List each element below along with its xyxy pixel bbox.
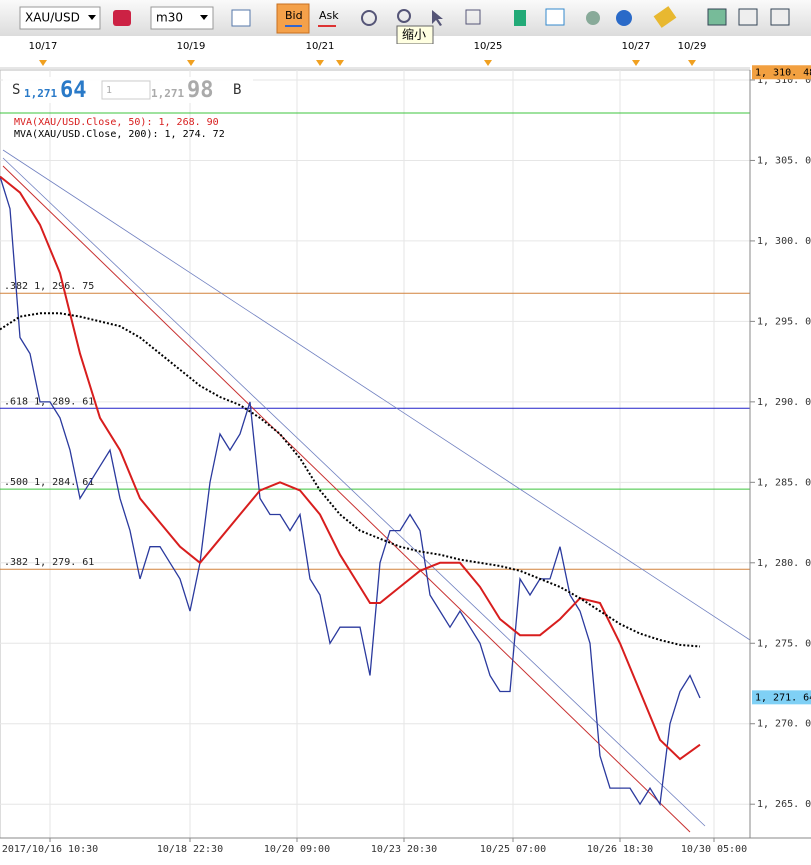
icon[interactable] [514, 10, 526, 26]
price-box-label: 1, 271. 64 [755, 692, 811, 703]
date-marker [336, 60, 344, 66]
grid [0, 70, 750, 838]
sell-price-big[interactable]: 64 [60, 78, 87, 103]
dropdown-arrow [200, 15, 208, 20]
x-tick-label: 10/20 09:00 [264, 844, 330, 855]
legend-entry: MVA(XAU/USD.Close, 50): 1, 268. 90 [14, 117, 219, 128]
toolbar: XAU/USD m30 Bid Ask 缩小 [0, 0, 811, 45]
symbol: XAU/USD [25, 11, 80, 25]
buy-price-big[interactable]: 98 [187, 78, 214, 103]
icon[interactable] [113, 10, 131, 26]
x-tick-label: 10/23 20:30 [371, 844, 437, 855]
date-marker [316, 60, 324, 66]
date-marker [187, 60, 195, 66]
date-marker [688, 60, 696, 66]
icon[interactable] [738, 8, 758, 26]
x-tick-label: 10/30 05:00 [681, 844, 747, 855]
icon[interactable] [432, 10, 443, 26]
icon[interactable] [465, 9, 481, 25]
sell-price: 1,271 [24, 87, 57, 100]
icon[interactable] [231, 9, 251, 27]
date-strip [0, 44, 750, 68]
timeframe: m30 [156, 11, 183, 25]
y-tick-label: 1, 275. 00 [757, 638, 811, 649]
y-tick-label: 1, 265. 00 [757, 799, 811, 810]
legend: MVA(XAU/USD.Close, 50): 1, 268. 90MVA(XA… [14, 117, 225, 140]
trend-line [2, 165, 691, 833]
trend-line [2, 157, 706, 827]
trend-line [2, 149, 751, 641]
top-date: 10/19 [177, 41, 206, 52]
quantity-input[interactable] [101, 80, 151, 100]
level-label: .500 1, 284. 61 [4, 477, 94, 488]
icon[interactable] [707, 8, 727, 26]
series-line [0, 176, 701, 807]
timeframe-select[interactable] [150, 6, 214, 30]
level-label: .382 1, 296. 75 [4, 281, 94, 292]
price-axis: 1, 265. 00 1, 270. 00 1, 275. 00 1, 280. 00… [749, 44, 811, 865]
bid-button[interactable] [276, 3, 310, 34]
quantity: 1 [106, 85, 112, 96]
icon[interactable] [616, 10, 632, 26]
date-marker [632, 60, 640, 66]
buy-price: 1,271 [151, 87, 184, 100]
top-date: 10/27 [622, 41, 651, 52]
x-tick-label: 10/25 07:00 [480, 844, 546, 855]
icon[interactable] [397, 9, 411, 23]
tooltip-text: 缩小 [402, 27, 426, 42]
date-marker [39, 60, 47, 66]
y-tick-label: 1, 270. 00 [757, 719, 811, 730]
legend-entry: MVA(XAU/USD.Close, 200): 1, 274. 72 [14, 129, 225, 140]
icon[interactable] [770, 8, 790, 26]
series-line [0, 312, 701, 648]
icon[interactable] [361, 10, 377, 26]
dropdown-arrow [88, 15, 96, 20]
axis-bg [750, 44, 811, 865]
top-dates: 10/17 10/19 10/21 10/25 10/27 10/29 [29, 41, 707, 66]
y-tick-label: 1, 285. 00 [757, 477, 811, 488]
series [0, 175, 701, 807]
y-tick-label: 1, 310. 00 [757, 75, 811, 86]
top-date: 10/29 [678, 41, 707, 52]
top-date: 10/17 [29, 41, 58, 52]
y-tick-label: 1, 305. 00 [757, 155, 811, 166]
level-label: .382 1, 279. 61 [4, 557, 94, 568]
icon[interactable] [545, 8, 565, 26]
buy-label: B [233, 82, 241, 98]
quote-panel: S 1,271 64 1 1,271 98 B [3, 77, 253, 103]
y-tick-label: 1, 295. 00 [757, 316, 811, 327]
y-tick-label: 1, 300. 00 [757, 236, 811, 247]
price-box [752, 690, 811, 705]
top-date: 10/21 [306, 41, 335, 52]
x-tick-label: 2017/10/16 10:30 [2, 844, 98, 855]
price-box-label: 1, 310. 48 [755, 67, 811, 78]
x-tick-label: 10/26 18:30 [587, 844, 653, 855]
ask-label[interactable]: Ask [319, 9, 339, 22]
symbol-select[interactable] [19, 6, 101, 30]
y-tick-label: 1, 280. 00 [757, 558, 811, 569]
bid-label: Bid [285, 9, 303, 22]
date-marker [484, 60, 492, 66]
icon[interactable] [653, 6, 677, 28]
top-date: 10/25 [474, 41, 503, 52]
price-box [752, 65, 811, 80]
sell-label: S [12, 82, 20, 98]
y-tick-label: 1, 290. 00 [757, 397, 811, 408]
icon[interactable] [586, 11, 600, 25]
x-tick-label: 10/18 22:30 [157, 844, 223, 855]
